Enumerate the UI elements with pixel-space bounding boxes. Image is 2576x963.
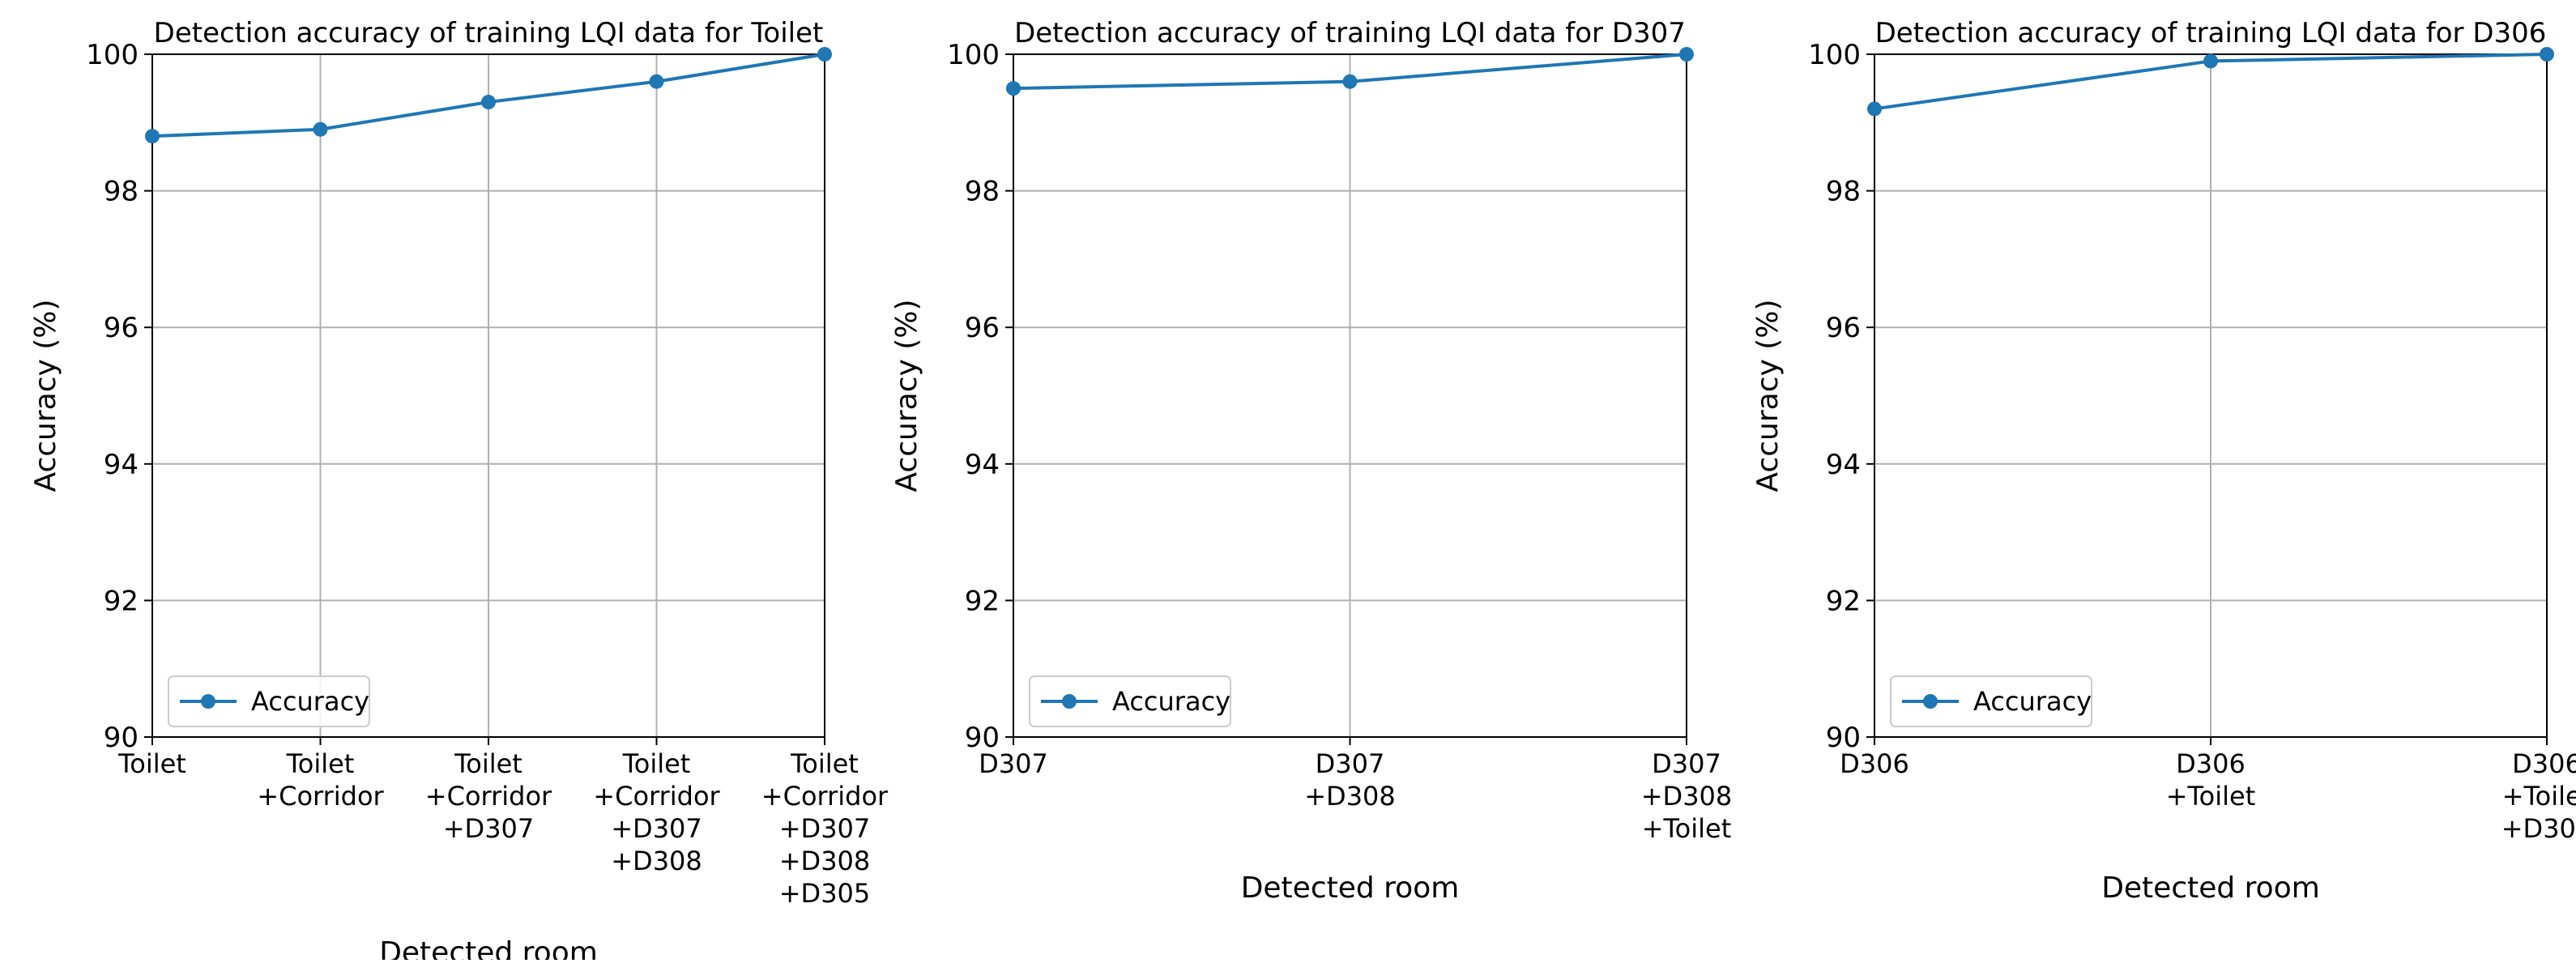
legend-label: Accuracy	[1112, 686, 1230, 717]
y-tick-label-4: 96	[104, 312, 139, 344]
y-tick-label-5: 98	[104, 176, 139, 208]
x-tick-label-2: D307 +D308	[1304, 748, 1396, 812]
legend-label: Accuracy	[1973, 686, 2092, 717]
y-tick-label-6: 100	[947, 39, 1000, 71]
x-tick-label-4: Toilet +Corridor +D307 +D308	[593, 748, 720, 876]
legend-box	[1029, 675, 1231, 727]
y-tick-label-1: 90	[965, 722, 1000, 754]
x-axis-label: Detected room	[2101, 871, 2320, 905]
legend-marker-swatch	[1923, 694, 1938, 709]
y-tick-label-4: 96	[965, 312, 1000, 344]
y-axis-label: Accuracy (%)	[29, 299, 62, 492]
legend: Accuracy	[168, 675, 370, 727]
y-tick-label-6: 100	[1808, 39, 1861, 71]
data-point-2	[2203, 53, 2218, 69]
y-tick-label-5: 98	[965, 176, 1000, 208]
legend: Accuracy	[1029, 675, 1231, 727]
x-tick-label-5: Toilet +Corridor +D307 +D308 +D305	[761, 748, 889, 909]
x-axis-label: Detected room	[1241, 871, 1460, 905]
chart-panel-1: 90 92 94 96 98 100 Toilet Toilet +Corridor Toilet…	[29, 17, 889, 963]
x-tick-label-3: D307 +D308 +Toilet	[1641, 748, 1733, 844]
chart-panel-3: 90 92 94 96 98 100 D306 D306+Toilet D306+Toilet+…	[1751, 17, 2576, 905]
data-point-2	[313, 121, 328, 137]
y-tick-label-3: 94	[965, 449, 1000, 481]
y-tick-label-5: 98	[1826, 176, 1861, 208]
legend-marker-swatch	[201, 694, 215, 709]
data-point-4	[649, 74, 664, 89]
y-tick-label-2: 92	[965, 585, 1000, 617]
chart-title: Detection accuracy of training LQI data …	[1014, 17, 1686, 49]
y-tick-label-2: 92	[1826, 585, 1861, 617]
y-tick-label-6: 100	[86, 39, 139, 71]
x-tick-label-3: Toilet +Corridor +D307	[425, 748, 552, 844]
x-axis-label: Detected room	[379, 936, 598, 960]
legend-box	[1890, 675, 2092, 727]
legend: Accuracy	[1890, 675, 2092, 727]
x-tick-label-1: D306	[1840, 748, 1909, 779]
chart-title: Detection accuracy of training LQI data …	[1875, 17, 2547, 49]
data-point-3	[481, 95, 496, 110]
x-tick-label-1: D307	[979, 748, 1048, 779]
legend-label: Accuracy	[251, 686, 369, 717]
y-tick-label-2: 92	[104, 585, 139, 617]
chart-title: Detection accuracy of training LQI data …	[154, 17, 824, 49]
y-axis-label: Accuracy (%)	[890, 299, 923, 492]
y-axis-label: Accuracy (%)	[1751, 299, 1785, 492]
data-point-2	[1342, 74, 1358, 89]
data-point-1	[1867, 101, 1882, 117]
y-tick-label-3: 94	[104, 449, 139, 481]
legend-marker-swatch	[1062, 694, 1077, 709]
data-point-1	[145, 129, 160, 144]
data-point-5	[817, 47, 832, 62]
data-point-3	[2540, 47, 2554, 62]
chart-panel-2: 90 92 94 96 98 100 D307 D307 +D308 D307 +D308 +Toil…	[890, 17, 1732, 905]
y-tick-label-1: 90	[1826, 722, 1861, 754]
data-point-3	[1679, 47, 1694, 62]
x-tick-label-2: D306 +Toilet	[2166, 748, 2256, 812]
y-tick-label-1: 90	[104, 722, 139, 754]
y-tick-label-3: 94	[1826, 449, 1861, 481]
x-tick-label-3: D306+Toilet+D308	[2501, 748, 2576, 844]
y-tick-label-4: 96	[1826, 312, 1861, 344]
data-point-1	[1006, 81, 1021, 96]
x-tick-label-1: Toilet	[117, 748, 186, 779]
x-tick-label-2: Toilet +Corridor	[257, 748, 384, 812]
legend-box	[168, 675, 370, 727]
